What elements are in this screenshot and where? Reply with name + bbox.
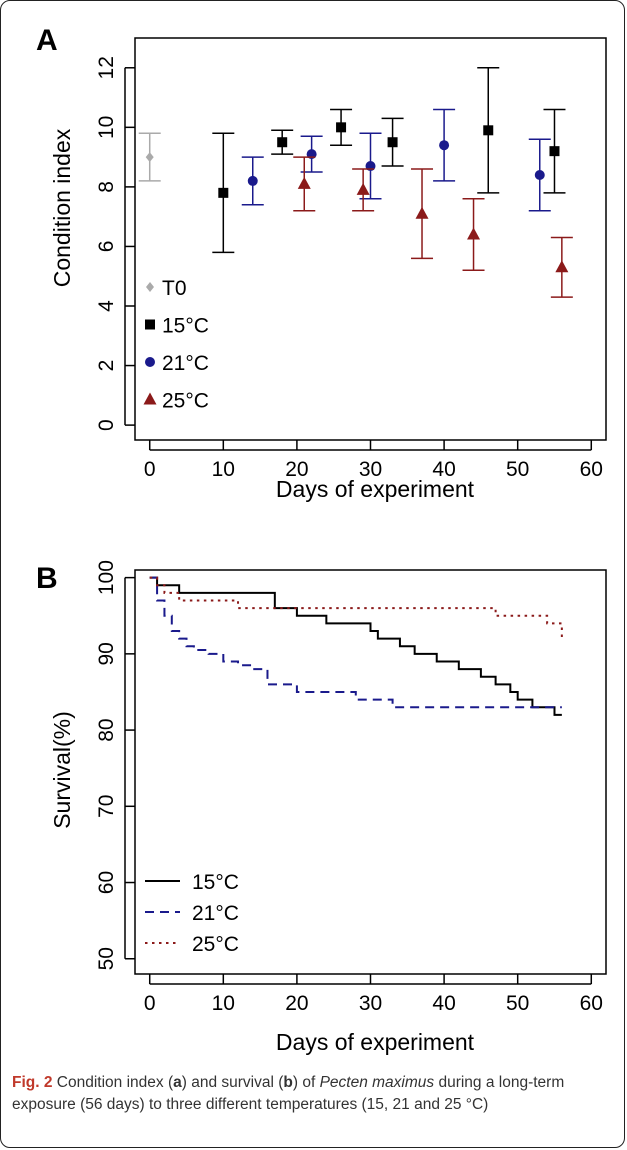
y-tick-label-b: 90 [95, 642, 118, 665]
data-point-circle [247, 175, 258, 186]
x-tick-label-b: 20 [285, 992, 308, 1015]
legend-label: 21°C [192, 902, 239, 925]
legend-marker-triangle [143, 392, 157, 405]
x-axis-b: 0 10 20 30 40 50 60 [144, 974, 603, 1015]
y-tick-label-a: 4 [95, 300, 118, 312]
x-tick-label-b: 0 [144, 992, 156, 1015]
y-tick-label-a: 2 [95, 360, 118, 372]
x-tick-label-a: 30 [359, 458, 382, 481]
data-point-square [387, 137, 398, 148]
x-tick-label-b: 50 [506, 992, 529, 1015]
caption-b: b [283, 1074, 293, 1091]
legend-marker-square [145, 319, 155, 330]
x-tick-label-a: 10 [212, 458, 235, 481]
y-tick-label-a: 8 [95, 181, 118, 193]
y-axis-title-a: Condition index [49, 128, 75, 287]
x-tick-label-a: 40 [432, 458, 455, 481]
panel-label-b: B [36, 562, 58, 595]
legend-label: 15°C [162, 315, 209, 338]
caption-species: Pecten maximus [319, 1074, 435, 1091]
legend-label: T0 [162, 277, 187, 300]
data-point-square [483, 125, 494, 136]
y-tick-label-a: 10 [95, 116, 118, 139]
y-tick-label-b: 60 [95, 871, 118, 894]
x-tick-label-a: 20 [285, 458, 308, 481]
data-point-triangle [555, 260, 569, 273]
survival-line-dashed [149, 576, 562, 709]
caption-text-3: ) of [292, 1074, 320, 1091]
survival-line-solid [149, 576, 562, 716]
data-point-triangle [415, 206, 429, 219]
y-tick-label-b: 80 [95, 718, 118, 741]
data-point-triangle [356, 182, 370, 195]
caption-text-1: Condition index ( [52, 1074, 174, 1091]
data-point-square [549, 146, 560, 157]
y-tick-label-a: 6 [95, 241, 118, 253]
data-point-circle [439, 140, 450, 151]
y-tick-label-a: 12 [95, 56, 118, 79]
legend-b: 15°C 21°C 25°C [145, 871, 239, 956]
legend-label: 25°C [192, 933, 239, 956]
caption-a: a [173, 1074, 182, 1091]
x-tick-label-b: 40 [432, 992, 455, 1015]
y-axis-a: 0 2 4 6 8 10 12 [95, 56, 135, 431]
x-tick-label-a: 60 [580, 458, 603, 481]
y-axis-b: 50 60 70 80 90 100 [95, 560, 135, 970]
x-axis-a: 0 10 20 30 40 50 60 [144, 440, 603, 481]
y-axis-title-b: Survival(%) [49, 711, 75, 829]
data-point-square [277, 137, 288, 148]
x-tick-label-b: 60 [580, 992, 603, 1015]
data-point-triangle [467, 227, 481, 240]
caption-text-4: during a long-term exposure (56 days) to… [12, 1074, 565, 1113]
data-point-diamond [145, 152, 154, 163]
data-point-square [336, 122, 347, 133]
y-tick-label-b: 100 [95, 560, 118, 595]
x-tick-label-b: 10 [212, 992, 235, 1015]
y-tick-label-b: 50 [95, 947, 118, 970]
caption-text-2: ) and survival ( [181, 1074, 284, 1091]
data-point-circle [534, 169, 545, 180]
legend-marker-circle [145, 357, 155, 367]
legend-label: 15°C [192, 871, 239, 894]
caption-label: Fig. 2 [12, 1074, 53, 1091]
survival-line-dotted [149, 576, 563, 639]
data-point-square [218, 187, 229, 198]
legend-label: 25°C [162, 390, 209, 413]
figure-caption: Fig. 2 Condition index (a) and survival … [12, 1072, 612, 1116]
panel-label-a: A [36, 24, 58, 57]
legend-marker-diamond [146, 282, 154, 292]
data-lines-b [149, 576, 563, 716]
x-tick-label-a: 0 [144, 458, 156, 481]
data-point-triangle [297, 176, 311, 189]
chart-panel-a: A 0 10 20 30 40 50 60 0 2 4 6 8 10 12 T0 15°C 21°C 25°C… [36, 24, 607, 502]
x-axis-title-b: Days of experiment [276, 1029, 475, 1055]
legend-a: T0 15°C 21°C 25°C [143, 277, 209, 413]
x-tick-label-b: 30 [359, 992, 382, 1015]
y-tick-label-a: 0 [95, 419, 118, 431]
legend-label: 21°C [162, 352, 209, 375]
data-marks-a [138, 67, 573, 298]
chart-panel-b: B 0 10 20 30 40 50 60 50 60 70 80 90 100 15°C 21°C 25… [36, 560, 607, 1055]
x-axis-title-a: Days of experiment [276, 476, 475, 502]
y-tick-label-b: 70 [95, 795, 118, 818]
x-tick-label-a: 50 [506, 458, 529, 481]
